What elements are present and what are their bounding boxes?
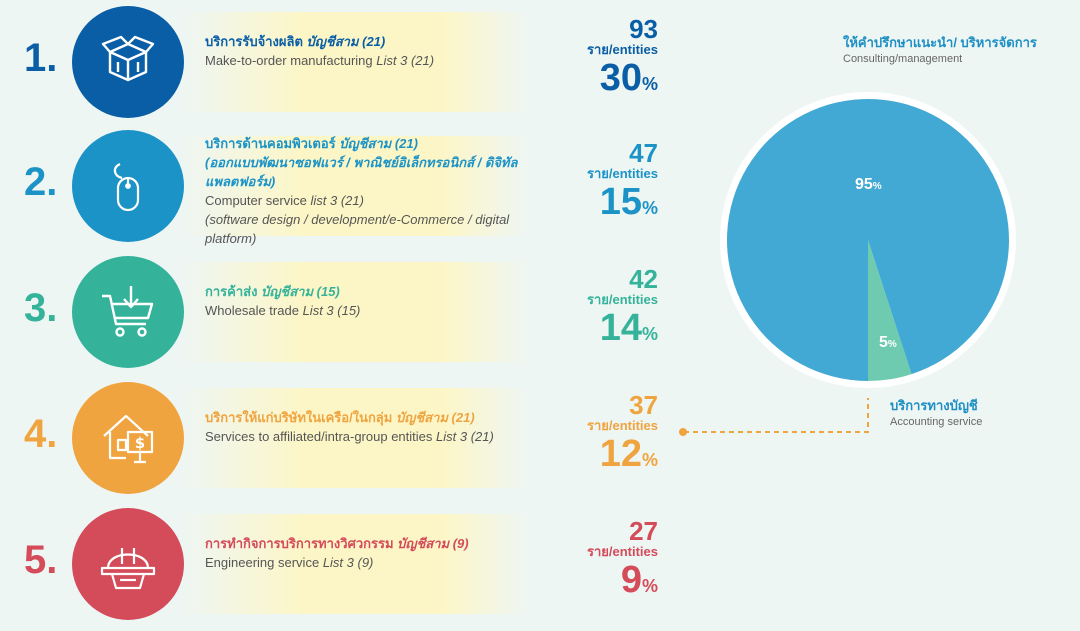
pie-slice-consulting [727, 98, 1010, 381]
entity-unit: ราย/entities [586, 42, 658, 57]
category-row: 2. บริการด้านคอมพิวเตอร์ บัญชีสาม (21) (ออ… [0, 126, 680, 246]
pie-label-accounting-en: Accounting service [890, 416, 983, 428]
entity-count: 42 [629, 264, 658, 294]
row-text: บริการด้านคอมพิวเตอร์ บัญชีสาม (21) (ออกแ… [205, 134, 550, 248]
row-icon-circle [72, 6, 184, 118]
row-stats: 37 ราย/entities 12% [560, 392, 658, 480]
entity-count: 93 [629, 14, 658, 44]
row-english-title: Services to affiliated/intra-group entit… [205, 429, 494, 444]
pie-outline [720, 92, 1016, 388]
row-number: 1. [24, 36, 58, 80]
entity-percent: 15% [599, 181, 658, 223]
row-highlight-band [180, 136, 530, 236]
row-thai-title: บริการให้แก่บริษัทในเครือ/ในกลุ่ม บัญชีส… [205, 410, 475, 425]
row-thai-title: การค้าส่ง บัญชีสาม (15) [205, 284, 340, 299]
category-row: 3. การค้าส่ง บัญชีสาม (15) Wholesale trade… [0, 252, 680, 372]
row-icon-circle: $ [72, 382, 184, 494]
entity-unit: ราย/entities [586, 544, 658, 559]
row-icon-circle [72, 256, 184, 368]
category-row: 1. บริการรับจ้างผลิต บัญชีสาม (21) Make-to… [0, 2, 680, 122]
row-number: 3. [24, 286, 58, 330]
pie-connector-line [684, 398, 869, 433]
row-text: บริการรับจ้างผลิต บัญชีสาม (21) Make-to-o… [205, 32, 550, 70]
row-stats: 93 ราย/entities 30% [560, 16, 658, 104]
pie-value-consulting: 95% [855, 176, 882, 193]
entity-percent: 14% [599, 307, 658, 349]
row-icon-circle [72, 508, 184, 620]
row-icon-circle [72, 130, 184, 242]
entity-unit: ราย/entities [586, 166, 658, 181]
row-highlight-band [180, 388, 530, 488]
row-english-title: Make-to-order manufacturing List 3 (21) [205, 53, 435, 68]
row-highlight-band [180, 262, 530, 362]
row-stats: 27 ราย/entities 9% [560, 518, 658, 606]
row-thai-title: บริการด้านคอมพิวเตอร์ บัญชีสาม (21) (ออกแ… [205, 136, 518, 189]
row-english-title: Computer service list 3 (21) (software de… [205, 193, 510, 246]
pie-label-consulting-th: ให้คำปรึกษาแนะนำ/ บริหารจัดการ [843, 35, 1037, 50]
entity-unit: ราย/entities [586, 418, 658, 433]
pie-label-accounting: บริการทางบัญชี Accounting service [890, 397, 1070, 430]
row-stats: 42 ราย/entities 14% [560, 266, 658, 354]
pie-label-consulting: ให้คำปรึกษาแนะนำ/ บริหารจัดการ Consultin… [843, 34, 1043, 67]
svg-text:$: $ [135, 434, 145, 452]
row-number: 5. [24, 538, 58, 582]
entity-percent: 9% [620, 559, 658, 601]
row-english-title: Engineering service List 3 (9) [205, 555, 374, 570]
pie-label-accounting-th: บริการทางบัญชี [890, 398, 978, 413]
pie-value-accounting: 5% [879, 334, 897, 351]
row-text: การค้าส่ง บัญชีสาม (15) Wholesale trade L… [205, 282, 550, 320]
category-row: 5. การทำกิจการบริการทางวิศวกรรม บัญชีสาม … [0, 504, 680, 624]
entity-count: 37 [629, 390, 658, 420]
entity-count: 27 [629, 516, 658, 546]
category-row: 4. $ บริการให้แก่บริษัทในเครือ/ในกลุ่ม บัญ… [0, 378, 680, 498]
row-thai-title: การทำกิจการบริการทางวิศวกรรม บัญชีสาม (9… [205, 536, 469, 551]
row-number: 2. [24, 160, 58, 204]
entity-percent: 12% [599, 433, 658, 475]
row-highlight-band [180, 514, 530, 614]
row-english-title: Wholesale trade List 3 (15) [205, 303, 361, 318]
row-stats: 47 ราย/entities 15% [560, 140, 658, 228]
pie-label-consulting-en: Consulting/management [843, 53, 963, 65]
row-highlight-band [180, 12, 530, 112]
entity-count: 47 [629, 138, 658, 168]
pie-slice-accounting [868, 240, 912, 381]
entity-unit: ราย/entities [586, 292, 658, 307]
row-thai-title: บริการรับจ้างผลิต บัญชีสาม (21) [205, 34, 386, 49]
row-text: การทำกิจการบริการทางวิศวกรรม บัญชีสาม (9… [205, 534, 550, 572]
row-text: บริการให้แก่บริษัทในเครือ/ในกลุ่ม บัญชีส… [205, 408, 550, 446]
entity-percent: 30% [599, 57, 658, 99]
row-number: 4. [24, 412, 58, 456]
pie-connector-dot [679, 428, 687, 436]
